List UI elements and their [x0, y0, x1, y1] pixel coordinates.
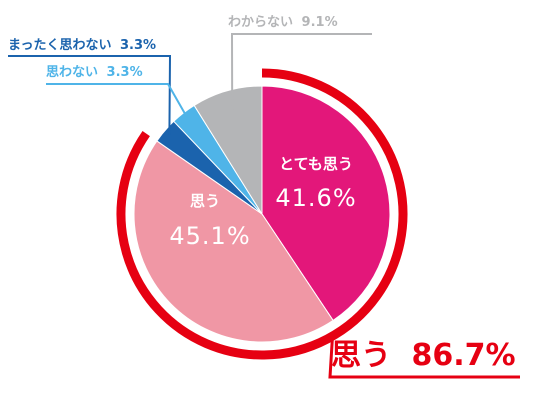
- callout-omowanai: 思わない 3.3%: [46, 65, 143, 80]
- slice-omou: [133, 140, 334, 343]
- leader-wakaranai: [230, 33, 372, 111]
- callout-mattaku-omowanai-value: 3.3%: [120, 38, 156, 53]
- callout-mattaku-omowanai-label: まったく思わない: [8, 38, 111, 53]
- total-label: 思う 86.7%: [331, 338, 516, 373]
- total-label-value: 86.7%: [411, 338, 515, 373]
- leader-omowanai: [46, 83, 189, 119]
- callout-omowanai-value: 3.3%: [107, 65, 143, 80]
- total-label-text: 思う: [331, 338, 391, 373]
- leader-mattaku-omowanai: [8, 55, 172, 135]
- callout-wakaranai-label: わからない: [228, 15, 293, 30]
- total-leader-line: [328, 336, 520, 379]
- callout-wakaranai: わからない 9.1%: [228, 15, 338, 30]
- slice-value-totemo-omou: 41.6%: [275, 184, 356, 212]
- callout-wakaranai-value: 9.1%: [302, 15, 338, 30]
- slice-wakaranai: [193, 85, 263, 216]
- slice-value-omou: 45.1%: [169, 222, 250, 250]
- total-arc: [116, 68, 408, 360]
- slice-label-omou: 思う: [190, 192, 220, 210]
- slice-label-totemo-omou: とても思う: [279, 155, 353, 173]
- callout-omowanai-label: 思わない: [46, 65, 98, 80]
- callout-mattaku-omowanai: まったく思わない 3.3%: [8, 38, 156, 53]
